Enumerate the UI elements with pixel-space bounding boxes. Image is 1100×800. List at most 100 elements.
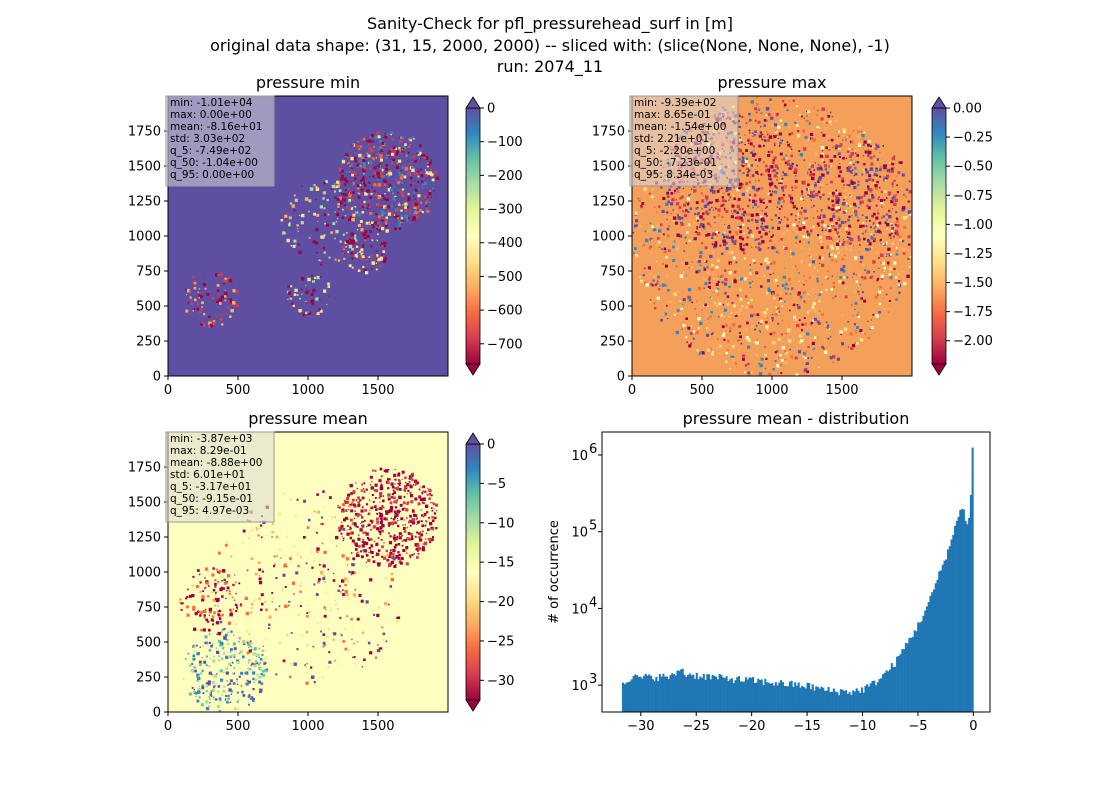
heatmap-pixel — [365, 562, 367, 564]
heatmap-pixel — [410, 532, 413, 536]
heatmap-pixel — [420, 171, 423, 174]
heatmap-pixel — [397, 159, 402, 163]
heatmap-pixel — [397, 519, 399, 522]
heatmap-pixel — [757, 108, 761, 111]
heatmap-pixel — [858, 311, 860, 313]
heatmap-pixel — [880, 243, 882, 245]
heatmap-pixel — [315, 297, 319, 301]
heatmap-pixel — [844, 247, 848, 251]
heatmap-pixel — [711, 207, 713, 209]
heatmap-pixel — [719, 244, 722, 247]
heatmap-pixel — [841, 258, 844, 261]
histogram-bar — [788, 681, 791, 712]
heatmap-pixel — [323, 213, 327, 216]
heatmap-pixel — [383, 517, 387, 521]
heatmap-pixel — [315, 198, 317, 201]
heatmap-pixel — [421, 211, 424, 214]
heatmap-pixel — [803, 352, 806, 356]
heatmap-pixel — [792, 223, 796, 227]
heatmap-pixel — [426, 165, 429, 168]
heatmap-pixel — [251, 652, 256, 656]
heatmap-pixel — [388, 478, 391, 481]
heatmap-pixel — [708, 276, 711, 279]
heatmap-pixel — [723, 208, 726, 211]
heatmap-pixel — [213, 698, 215, 700]
heatmap-pixel — [431, 519, 435, 522]
heatmap-pixel — [385, 510, 388, 513]
heatmap-pixel — [357, 497, 360, 500]
heatmap-pixel — [370, 147, 372, 150]
heatmap-pixel — [867, 206, 871, 210]
heatmap-pixel — [341, 508, 345, 511]
heatmap-pixel — [831, 115, 833, 118]
heatmap-pixel — [209, 323, 213, 328]
heatmap-pixel — [271, 601, 273, 603]
heatmap-pixel — [411, 554, 414, 556]
histogram-bar — [674, 675, 677, 712]
histogram-bar — [736, 677, 739, 712]
heatmap-pixel — [421, 520, 423, 523]
heatmap-pixel — [656, 260, 658, 262]
y-tick-label: 750 — [136, 601, 161, 616]
histogram-bar — [716, 679, 719, 712]
heatmap-pixel — [347, 565, 349, 567]
heatmap-pixel — [258, 527, 260, 530]
heatmap-pixel — [398, 536, 402, 540]
heatmap-pixel — [358, 163, 360, 165]
heatmap-pixel — [684, 236, 687, 239]
heatmap-pixel — [887, 191, 892, 195]
heatmap-pixel — [725, 247, 729, 250]
heatmap-pixel — [862, 138, 864, 140]
heatmap-pixel — [306, 526, 310, 529]
heatmap-pixel — [825, 324, 830, 328]
heatmap-pixel — [192, 310, 194, 312]
heatmap-pixel — [224, 277, 227, 281]
heatmap-pixel — [763, 229, 766, 232]
heatmap-pixel — [712, 190, 716, 194]
heatmap-pixel — [213, 674, 217, 678]
heatmap-pixel — [653, 206, 656, 208]
heatmap-pixel — [323, 606, 326, 609]
heatmap-pixel — [293, 209, 296, 212]
heatmap-pixel — [867, 149, 870, 152]
heatmap-pixel — [396, 616, 399, 619]
heatmap-pixel — [874, 225, 877, 228]
heatmap-pixel — [356, 617, 360, 621]
heatmap-pixel — [356, 665, 358, 667]
heatmap-pixel — [311, 675, 315, 679]
heatmap-pixel — [774, 185, 777, 189]
heatmap-pixel — [818, 255, 822, 258]
heatmap-pixel — [234, 574, 236, 576]
heatmap-pixel — [863, 237, 866, 241]
heatmap-pixel — [306, 663, 308, 665]
heatmap-pixel — [817, 312, 820, 316]
heatmap-pixel — [322, 633, 325, 636]
heatmap-pixel — [366, 263, 368, 265]
heatmap-pixel — [354, 542, 358, 546]
heatmap-pixel — [399, 173, 402, 177]
heatmap-pixel — [761, 311, 764, 314]
heatmap-pixel — [713, 291, 716, 294]
heatmap-pixel — [868, 200, 871, 203]
heatmap-pixel — [401, 188, 404, 191]
x-tick-label: 1500 — [361, 719, 394, 734]
heatmap-pixel — [375, 489, 379, 493]
heatmap-pixel — [224, 292, 228, 296]
heatmap-pixel — [751, 174, 755, 177]
heatmap-pixel — [721, 274, 724, 277]
heatmap-pixel — [714, 302, 717, 305]
heatmap-pixel — [320, 630, 322, 633]
heatmap-pixel — [857, 238, 861, 242]
heatmap-pixel — [304, 664, 307, 667]
heatmap-pixel — [821, 226, 823, 228]
heatmap-pixel — [783, 172, 787, 177]
heatmap-pixel — [349, 504, 352, 507]
heatmap-pixel — [367, 558, 371, 562]
heatmap-pixel — [837, 227, 840, 229]
heatmap-pixel — [906, 274, 910, 279]
heatmap-pixel — [249, 696, 252, 699]
heatmap-pixel — [221, 595, 224, 598]
y-tick-label: 1750 — [128, 461, 161, 476]
heatmap-pixel — [880, 253, 884, 257]
heatmap-pixel — [844, 221, 847, 224]
